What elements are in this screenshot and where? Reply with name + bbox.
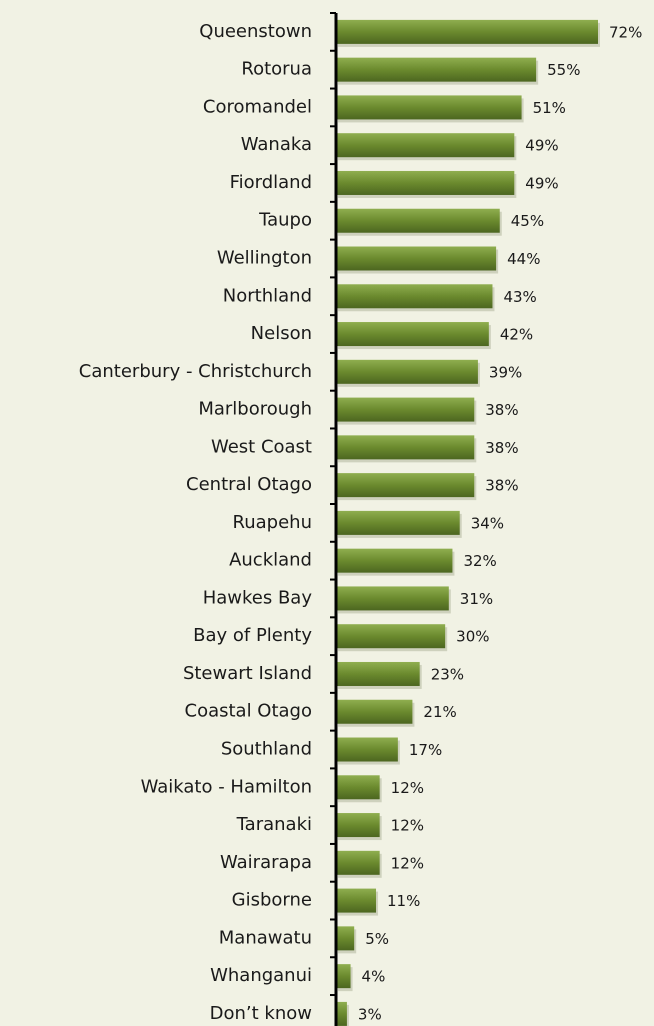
category-label: Stewart Island [183,663,312,684]
category-label: West Coast [211,436,312,457]
value-label: 34% [471,514,504,532]
value-label: 12% [391,779,424,797]
value-label: 38% [485,439,518,457]
category-label: Bay of Plenty [193,625,312,646]
bar [336,624,446,649]
bar [336,813,380,838]
category-label: Wellington [217,248,312,269]
category-label: Northland [223,285,312,306]
value-label: 17% [409,741,442,759]
category-label: Coastal Otago [185,701,313,722]
bar [336,699,413,724]
category-label: Auckland [229,550,312,571]
value-label: 23% [431,665,464,683]
bar [336,246,497,271]
bar [336,850,380,875]
value-label: 43% [503,288,536,306]
bar [336,926,355,951]
bar [336,95,522,120]
category-label: Coromandel [203,96,312,117]
value-label: 49% [525,174,558,192]
value-label: 51% [533,99,566,117]
bar [336,133,515,158]
bar [336,284,493,309]
value-label: 21% [423,703,456,721]
bar [336,473,475,498]
category-label: Nelson [251,323,312,344]
bar [336,548,453,573]
bar [336,1001,347,1026]
category-label: Rotorua [241,59,312,80]
value-label: 39% [489,363,522,381]
category-label: Canterbury - Christchurch [79,361,312,382]
category-label: Manawatu [219,927,312,948]
value-label: 3% [358,1005,382,1023]
value-label: 12% [391,817,424,835]
category-label: Queenstown [199,21,312,42]
value-label: 72% [609,23,642,41]
bar [336,661,420,686]
value-label: 44% [507,250,540,268]
category-label: Don’t know [210,1003,312,1024]
bar [336,19,598,44]
value-label: 55% [547,61,580,79]
value-label: 45% [511,212,544,230]
value-label: 32% [463,552,496,570]
category-label: Fiordland [230,172,312,193]
value-label: 4% [362,968,386,986]
value-label: 38% [485,401,518,419]
category-label: Wairarapa [220,852,312,873]
bar [336,208,500,233]
value-label: 49% [525,137,558,155]
category-label: Gisborne [232,890,312,911]
category-label: Whanganui [210,965,312,986]
category-label: Taupo [258,210,312,231]
value-label: 5% [365,930,389,948]
bar [336,775,380,800]
bar [336,397,475,422]
category-label: Marlborough [198,399,312,420]
category-label: Southland [221,739,312,760]
bar [336,737,398,762]
value-label: 12% [391,854,424,872]
value-label: 38% [485,477,518,495]
value-label: 31% [460,590,493,608]
category-label: Waikato - Hamilton [141,776,312,797]
category-label: Taranaki [236,814,312,835]
bar [336,359,478,384]
bar [336,888,377,913]
category-label: Ruapehu [233,512,312,533]
category-label: Wanaka [241,134,312,155]
bar [336,964,351,989]
bar [336,586,449,611]
bar [336,322,489,347]
bar [336,57,537,82]
bar [336,510,460,535]
value-label: 42% [500,326,533,344]
category-label: Central Otago [186,474,312,495]
value-label: 11% [387,892,420,910]
bar [336,170,515,195]
category-label: Hawkes Bay [203,587,313,608]
bar [336,435,475,460]
value-label: 30% [456,628,489,646]
